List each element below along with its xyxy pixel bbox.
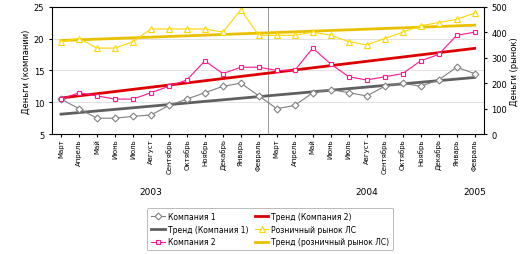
Text: 2003: 2003 xyxy=(139,187,162,196)
Text: 2004: 2004 xyxy=(355,187,378,196)
Y-axis label: Деньги (рынок): Деньги (рынок) xyxy=(510,37,519,105)
Legend: Компания 1, Тренд (Компания 1), Компания 2, Тренд (Компания 2), Розничный рынок : Компания 1, Тренд (Компания 1), Компания… xyxy=(147,208,394,250)
Y-axis label: Деньги (компании): Деньги (компании) xyxy=(22,29,31,113)
Text: 2005: 2005 xyxy=(463,187,486,196)
